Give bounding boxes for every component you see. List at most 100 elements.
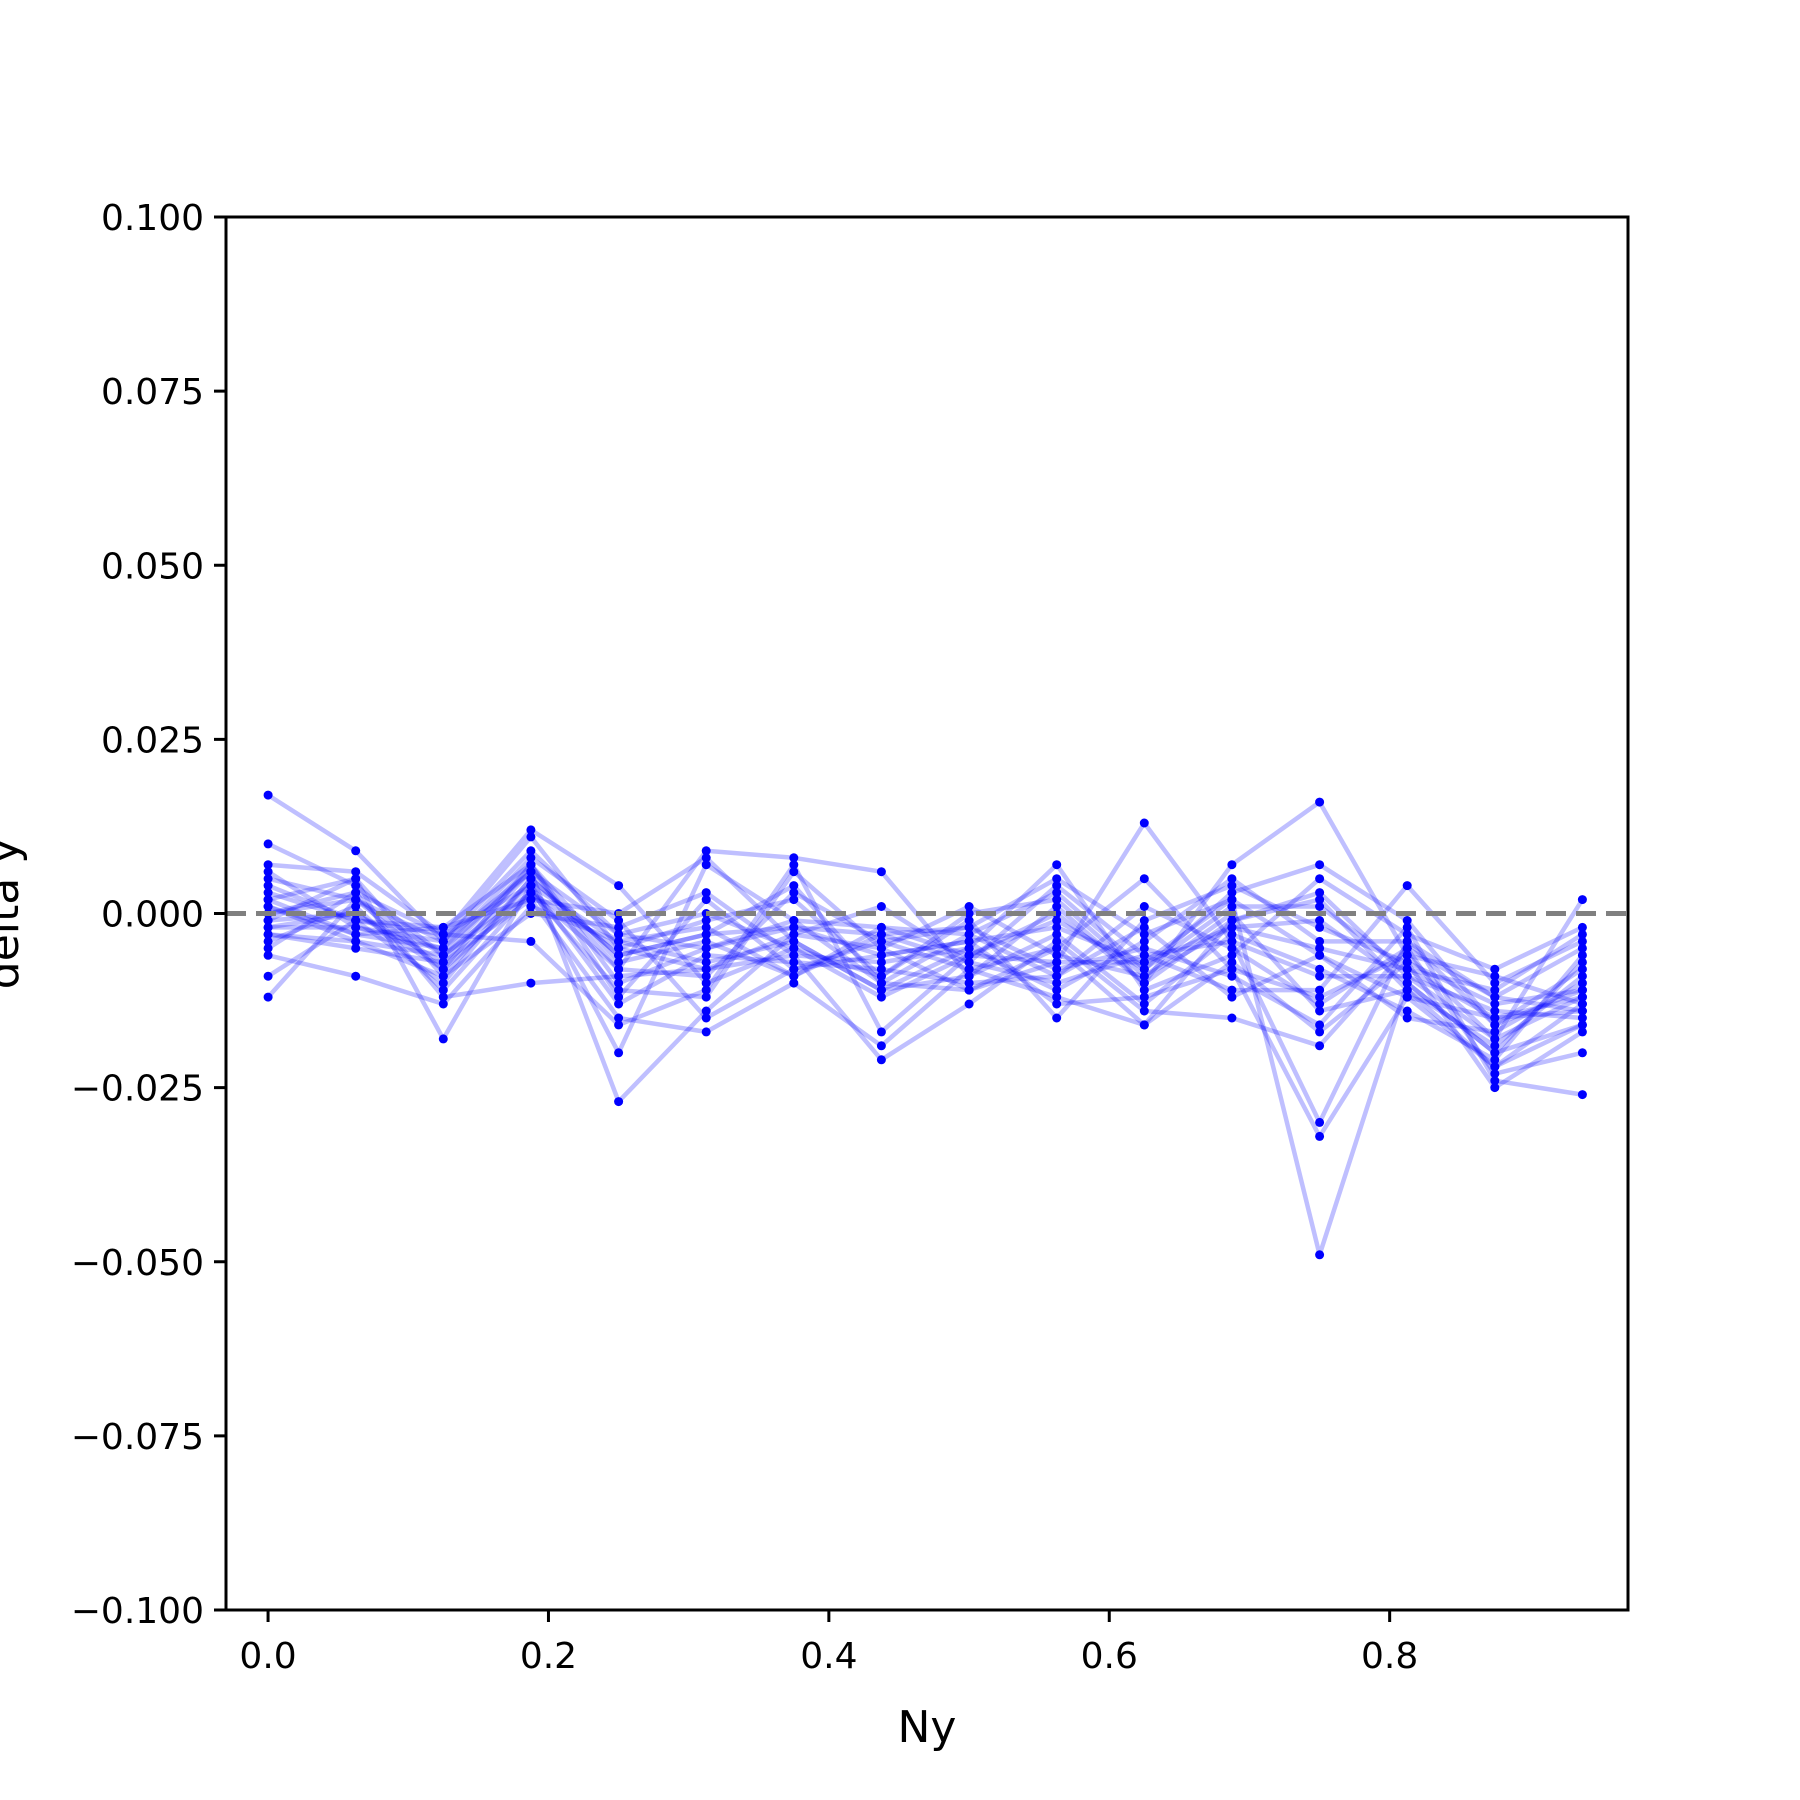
data-point — [526, 881, 536, 891]
x-tick-label: 0.0 — [239, 1636, 296, 1677]
data-point — [351, 943, 361, 953]
data-point — [614, 999, 624, 1009]
x-axis-label: Ny — [898, 1702, 957, 1753]
series-line-6 — [267, 862, 1584, 1056]
data-point — [1315, 922, 1325, 932]
data-point — [789, 943, 799, 953]
series-line-13 — [267, 904, 1585, 1063]
data-point — [1052, 1013, 1062, 1023]
data-point — [526, 874, 536, 884]
data-point — [438, 978, 448, 988]
data-point — [964, 957, 974, 967]
data-point — [1052, 964, 1062, 974]
data-point — [701, 936, 711, 946]
data-point — [1490, 978, 1500, 988]
data-point — [1315, 1027, 1325, 1037]
data-point — [1227, 1013, 1237, 1023]
data-point — [701, 1006, 711, 1016]
y-tick-label: 0.050 — [101, 546, 204, 587]
data-point — [1227, 895, 1237, 905]
data-point — [614, 916, 624, 925]
series-line-1 — [266, 793, 1583, 1021]
data-point — [351, 874, 361, 884]
data-point — [614, 950, 624, 960]
data-point — [1315, 936, 1325, 946]
data-point — [789, 936, 799, 946]
data-point — [1315, 1020, 1325, 1030]
data-point — [876, 1041, 886, 1051]
data-point — [351, 971, 361, 981]
data-point — [1402, 971, 1412, 981]
data-point — [1139, 992, 1149, 1002]
data-point — [614, 992, 624, 1002]
data-point — [1490, 1027, 1500, 1037]
data-point — [876, 922, 886, 932]
data-point — [1315, 950, 1325, 960]
data-point — [789, 867, 799, 877]
data-point — [1402, 992, 1412, 1002]
data-point — [614, 971, 624, 981]
data-point — [1577, 964, 1587, 974]
data-point — [1577, 943, 1587, 953]
data-point — [1577, 971, 1587, 981]
data-point — [1402, 936, 1412, 946]
series-line-9 — [267, 890, 1583, 1049]
series-line-15 — [266, 883, 1584, 1035]
series-line-21 — [267, 848, 1585, 1056]
y-axis-ticks: −0.100 −0.075 −0.050 −0.025 0.000 0.025 0.050 0… — [71, 198, 226, 1632]
data-point — [1315, 999, 1325, 1009]
data-point — [701, 860, 711, 870]
data-point — [964, 999, 974, 1009]
series-line-14 — [266, 862, 1583, 1097]
x-tick-label: 0.6 — [1081, 1636, 1138, 1677]
data-point — [1227, 936, 1237, 946]
data-point — [876, 936, 886, 946]
data-point — [1052, 929, 1062, 939]
data-point — [1139, 1020, 1149, 1030]
data-point — [789, 957, 799, 967]
data-point — [701, 916, 711, 925]
data-point — [1227, 860, 1237, 870]
series-line-11 — [267, 862, 1584, 993]
data-point — [701, 853, 711, 863]
data-point — [263, 922, 273, 932]
data-point — [351, 922, 361, 932]
data-point — [614, 922, 624, 932]
data-point — [876, 1027, 886, 1037]
y-tick-label: −0.050 — [71, 1243, 204, 1284]
data-point — [1490, 971, 1500, 981]
data-point — [876, 992, 886, 1002]
data-point — [1402, 922, 1412, 932]
data-point — [701, 950, 711, 960]
data-point — [263, 881, 273, 891]
series-line-22 — [267, 890, 1583, 1021]
y-tick-label: 0.075 — [101, 372, 204, 413]
data-point — [1052, 999, 1062, 1009]
data-point — [701, 992, 711, 1002]
series-line-4 — [267, 862, 1584, 1258]
data-point — [789, 888, 799, 898]
data-point — [263, 929, 273, 939]
data-point — [701, 1027, 711, 1037]
data-point — [1052, 936, 1062, 946]
data-point — [701, 888, 711, 898]
series-line-19 — [267, 855, 1584, 1028]
data-point — [1315, 895, 1325, 905]
x-tick-label: 0.8 — [1361, 1636, 1418, 1677]
data-point — [1315, 902, 1325, 911]
data-point — [701, 971, 711, 981]
data-point — [964, 909, 974, 918]
data-point — [1315, 1006, 1325, 1016]
data-point — [614, 1048, 624, 1058]
data-point — [263, 902, 273, 911]
data-point — [701, 985, 711, 995]
data-point — [1052, 950, 1062, 960]
data-point — [526, 853, 536, 863]
data-point — [1490, 1048, 1500, 1058]
series-line-24 — [266, 883, 1584, 1069]
data-point — [1227, 888, 1237, 898]
series-line-2 — [267, 799, 1585, 1042]
data-point — [526, 902, 536, 911]
data-point — [1139, 978, 1149, 988]
data-point — [964, 943, 974, 953]
